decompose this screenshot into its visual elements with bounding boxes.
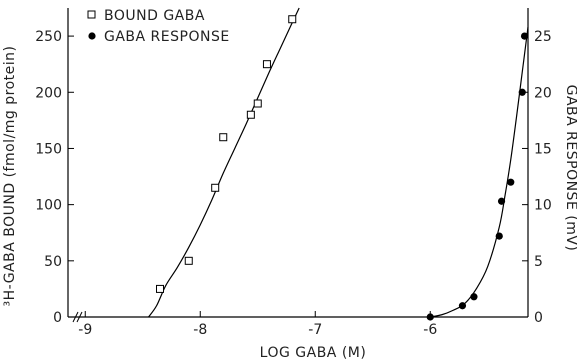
- gaba-response-point: [518, 88, 526, 96]
- bound-gaba-point: [288, 15, 297, 24]
- bound-gaba-fit-curve: [148, 7, 300, 318]
- left-y-ticks: 0 50 100 150 200 250: [35, 29, 74, 326]
- gaba-response-point: [458, 302, 467, 310]
- axis-break-stroke: [72, 311, 79, 323]
- right-y-tick-label: 5: [534, 254, 543, 270]
- x-tick-label: -7: [308, 322, 322, 338]
- right-y-tick-label: 10: [534, 198, 552, 214]
- gaba-response-point: [507, 178, 515, 186]
- right-y-tick-label: 20: [534, 85, 552, 101]
- left-y-axis-title: ³H-GABA BOUND (fmol/mg protein): [2, 46, 18, 307]
- right-y-ticks: 0 5 10 15 20 25: [522, 29, 552, 326]
- axis-break-stroke: [76, 311, 83, 323]
- bound-gaba-point: [253, 99, 262, 108]
- right-y-axis-title: GABA RESPONSE (mV): [563, 85, 577, 252]
- gaba-response-point: [495, 232, 503, 240]
- left-y-tick-label: 50: [44, 254, 62, 270]
- fit-curves: [148, 7, 529, 318]
- right-y-tick-label: 0: [534, 310, 543, 326]
- bound-gaba-point: [156, 284, 164, 293]
- x-tick-label: -9: [78, 322, 92, 338]
- bound-gaba-point: [211, 183, 220, 192]
- x-axis-title: LOG GABA (M): [260, 345, 367, 361]
- bound-gaba-point: [262, 60, 271, 69]
- gaba-response-point: [497, 197, 506, 205]
- legend-marker-open-square: [87, 10, 96, 19]
- gaba-response-point: [426, 313, 434, 321]
- left-y-tick-label: 0: [53, 310, 62, 326]
- right-y-tick-label: 25: [534, 29, 552, 45]
- x-tick-label: -6: [423, 322, 437, 338]
- left-y-tick-label: 150: [35, 141, 62, 157]
- legend: BOUND GABA GABA RESPONSE: [87, 8, 230, 45]
- bound-gaba-point: [246, 110, 255, 119]
- gaba-response-fit-curve: [430, 27, 529, 318]
- legend-marker-filled-circle: [88, 32, 96, 40]
- left-y-tick-label: 250: [35, 29, 62, 45]
- gaba-response-point: [520, 32, 529, 40]
- x-tick-label: -8: [193, 322, 207, 338]
- legend-label-gaba-response: GABA RESPONSE: [104, 29, 230, 45]
- bound-gaba-point: [184, 256, 193, 265]
- bound-gaba-point: [219, 133, 228, 142]
- right-y-tick-label: 15: [534, 141, 552, 157]
- left-y-tick-label: 100: [35, 198, 62, 214]
- data-points: [156, 15, 529, 321]
- legend-label-bound-gaba: BOUND GABA: [104, 8, 205, 24]
- gaba-response-point: [470, 293, 478, 301]
- left-y-tick-label: 200: [35, 85, 62, 101]
- x-axis-break-mark: [72, 311, 83, 323]
- x-ticks: -9 -8 -7 -6: [78, 311, 437, 338]
